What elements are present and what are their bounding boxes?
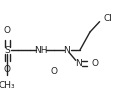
Text: N: N — [75, 59, 81, 68]
Text: O: O — [3, 65, 11, 74]
Text: Cl: Cl — [104, 13, 113, 22]
Text: S: S — [4, 45, 10, 54]
Text: O: O — [3, 26, 11, 35]
Text: CH₃: CH₃ — [0, 81, 15, 90]
Text: O: O — [51, 67, 57, 76]
Text: NH: NH — [34, 45, 48, 54]
Text: N: N — [64, 45, 70, 54]
Text: O: O — [91, 59, 98, 68]
